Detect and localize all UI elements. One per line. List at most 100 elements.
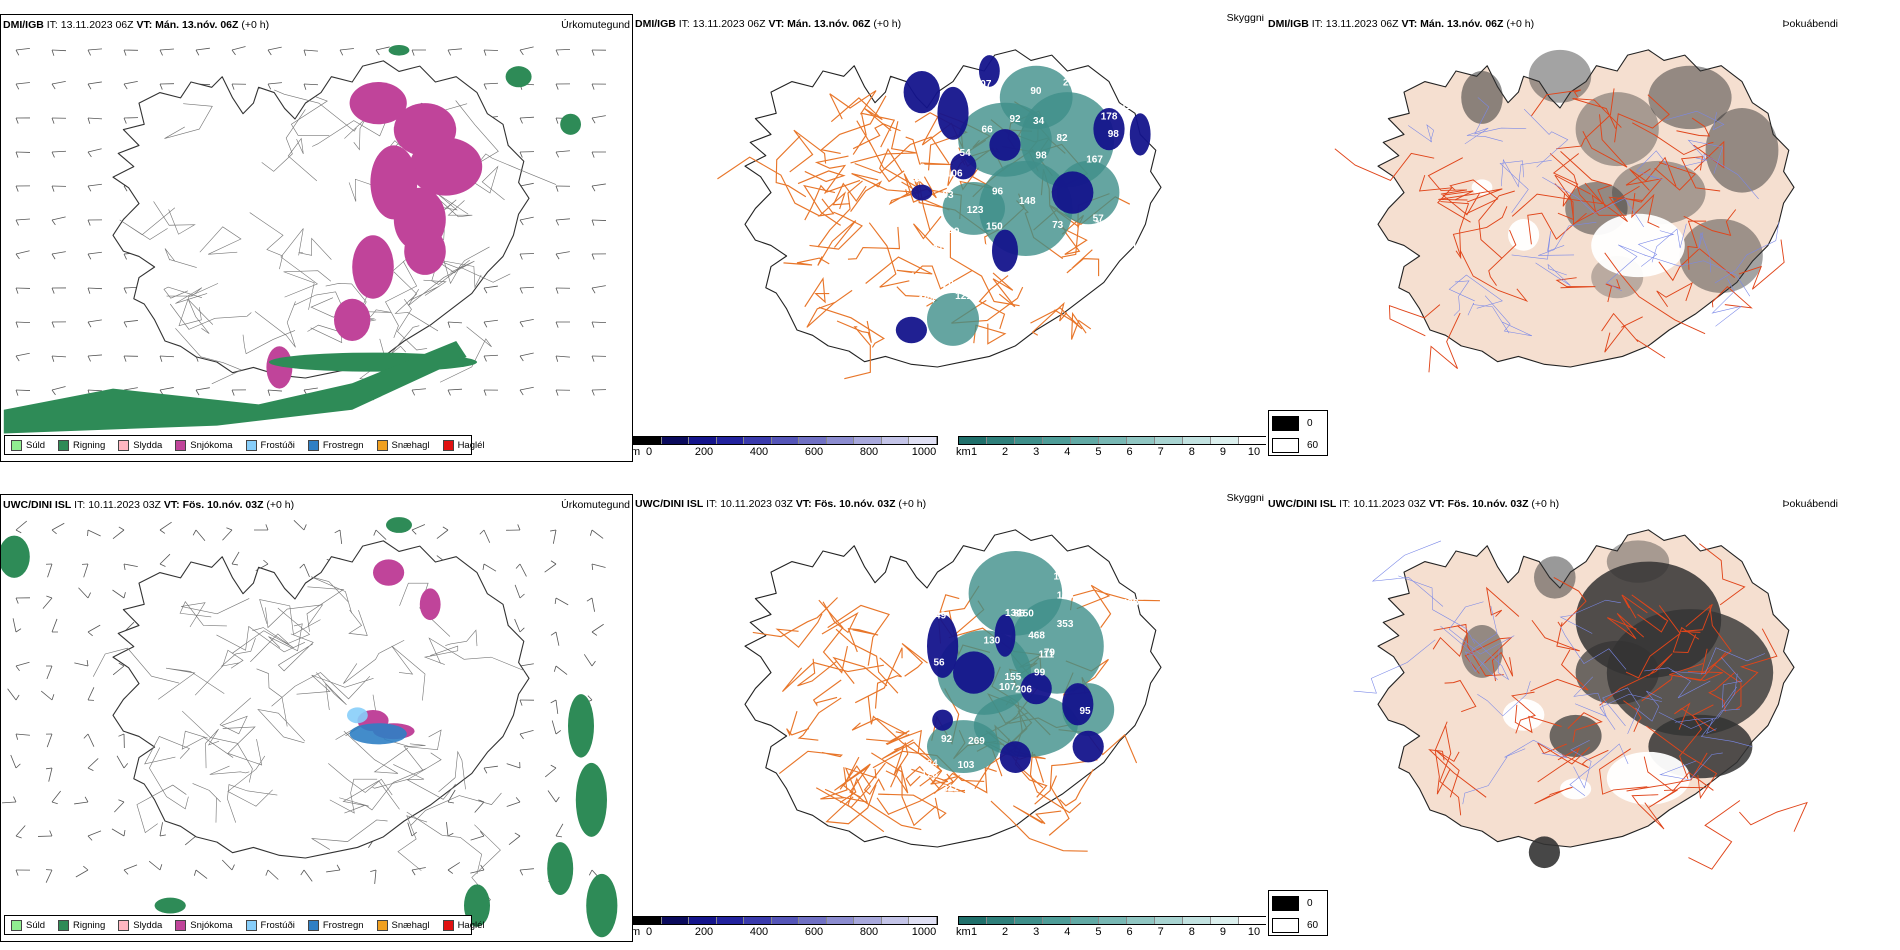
it-label: IT: — [678, 18, 690, 30]
scale-color-step — [909, 917, 938, 924]
ceiling-height-label: 138 — [1057, 591, 1074, 602]
it-label: IT: — [1339, 498, 1351, 510]
legend-label: Frostregn — [322, 919, 364, 931]
legend-swatch — [58, 919, 70, 931]
ceiling-height-label: 150 — [1017, 609, 1034, 620]
ceiling-height-label: 34 — [1033, 116, 1045, 127]
precip-legend-item: Rigning — [54, 919, 105, 931]
ceiling-height-label: 203 — [943, 279, 960, 290]
legend-label: Slydda — [133, 439, 163, 451]
precip-legend-item: Snæhagl — [373, 919, 430, 931]
scale-tick-label: 6 — [1126, 926, 1133, 938]
ceiling-height-label: 113 — [1121, 101, 1138, 112]
valid-time: Mán. 13.nóv. 06Z — [1420, 18, 1504, 30]
fog-legend-label: 0 — [1307, 417, 1313, 429]
ceiling-height-label: 486 — [943, 565, 960, 576]
fog-legend-label: 60 — [1307, 439, 1319, 451]
fog-legend-swatch — [1272, 895, 1299, 911]
scale-tick-label: 7 — [1157, 446, 1164, 458]
fog-legend-swatch — [1272, 917, 1299, 933]
scale-unit: km — [956, 926, 971, 938]
precip-legend-item: Slydda — [114, 919, 163, 931]
precip-legend-item: Frostúði — [242, 919, 295, 931]
scale-bar — [633, 916, 938, 925]
ceiling-height-label: 210 — [1063, 78, 1080, 89]
legend-label: Frostúði — [260, 919, 295, 931]
height-scale: 0 200 400 600 800 1000 m — [633, 916, 938, 938]
legend-swatch — [11, 919, 22, 931]
ceiling-height-label: 83 — [1119, 163, 1131, 174]
scale-color-step — [689, 437, 717, 444]
ceiling-map: 66 83 82 143 96 231 150 210 148 178 54 128 167 131 121… — [717, 49, 1162, 380]
precip-type-panel-bottom: UWC/DINI ISL IT: 10.11.2023 03Z VT: Fös.… — [0, 494, 633, 942]
fog-map — [1353, 529, 1808, 870]
ceiling-height-label: 92 — [1009, 114, 1021, 125]
ceiling-height-label: 79 — [1126, 190, 1138, 201]
ceiling-height-label: 312 — [942, 784, 959, 795]
visibility-scale: 1 2 3 4 5 6 7 8 9 10 km — [956, 916, 1266, 938]
ceiling-height-label: 98 — [1036, 151, 1048, 162]
scale-color-step — [1015, 917, 1043, 924]
scale-color-step — [744, 437, 772, 444]
scale-color-step — [1071, 917, 1099, 924]
ceiling-height-label: 148 — [1019, 196, 1036, 207]
legend-label: Slydda — [133, 919, 163, 931]
scale-tick-label: 1 — [970, 926, 978, 938]
panel-header: UWC/DINI ISL IT: 10.11.2023 03Z VT: Fös.… — [1268, 497, 1898, 511]
scale-tick-label: 200 — [694, 446, 714, 458]
scale-color-step — [854, 917, 882, 924]
scale-tick-label: 600 — [804, 926, 824, 938]
legend-label: Súld — [26, 439, 46, 451]
scale-color-step — [1127, 917, 1155, 924]
precip-legend-item: Snjókoma — [171, 919, 233, 931]
legend-swatch — [307, 439, 319, 451]
legend-swatch — [245, 439, 257, 451]
ceiling-height-label: 206 — [1015, 685, 1032, 696]
precip-legend-item: Frostúði — [242, 439, 295, 451]
scale-ticks: 1 2 3 4 5 6 7 8 9 10 — [958, 445, 1266, 458]
ceiling-height-label: 98 — [1108, 129, 1120, 140]
legend-swatch — [58, 439, 70, 451]
scale-unit: km — [956, 446, 971, 458]
precip-legend-item: Slydda — [114, 439, 163, 451]
ceiling-height-label: 134 — [921, 759, 938, 770]
scale-tick-label: 6 — [1126, 446, 1133, 458]
scale-color-step — [881, 917, 910, 924]
scale-tick-label: 3 — [1033, 446, 1040, 458]
panel-title: Skyggni — [1226, 494, 1264, 504]
scale-tick-label: 5 — [1095, 446, 1102, 458]
issue-time: 10.11.2023 03Z — [88, 499, 161, 511]
scale-tick-label: 5 — [1095, 926, 1102, 938]
visibility-scale: 1 2 3 4 5 6 7 8 9 10 km — [956, 436, 1266, 458]
model-name: DMI/IGB — [3, 19, 44, 31]
ceiling-height-label: 92 — [941, 734, 953, 745]
ceiling-height-label: 128 — [921, 770, 938, 781]
ceiling-height-label: 86 — [1014, 609, 1026, 620]
ceiling-height-label: 95 — [1079, 706, 1091, 717]
scale-color-step — [1183, 437, 1211, 444]
model-name: UWC/DINI ISL — [1268, 498, 1337, 510]
ceiling-height-label: 103 — [958, 760, 975, 771]
ceiling-height-label: 82 — [1056, 133, 1068, 144]
scale-color-step — [1211, 917, 1239, 924]
it-label: IT: — [1311, 18, 1323, 30]
ceiling-height-label: 57 — [1093, 213, 1105, 224]
panel-title: Þokuábendi — [1782, 498, 1838, 510]
scale-tick-label: 9 — [1219, 926, 1226, 938]
issue-time: 10.11.2023 03Z — [720, 498, 793, 510]
panel-header: DMI/IGB IT: 13.11.2023 06Z VT: Mán. 13.n… — [3, 18, 630, 32]
scale-bar — [958, 436, 1266, 445]
lead-time: (+0 h) — [873, 18, 902, 30]
ceiling-height-label: 79 — [1044, 647, 1056, 658]
scale-ticks: 0 200 400 600 800 1000 — [633, 445, 938, 458]
scale-color-step — [716, 437, 745, 444]
scale-tick-label: 8 — [1188, 926, 1195, 938]
scale-tick-label: 600 — [804, 446, 824, 458]
scale-color-step — [1099, 437, 1127, 444]
scale-tick-label: 4 — [1064, 926, 1071, 938]
scale-color-step — [1015, 437, 1043, 444]
ceiling-height-label: 96 — [992, 186, 1004, 197]
model-name: UWC/DINI ISL — [3, 499, 72, 511]
panel-title: Úrkomutegund — [561, 499, 630, 511]
it-label: IT: — [706, 498, 718, 510]
